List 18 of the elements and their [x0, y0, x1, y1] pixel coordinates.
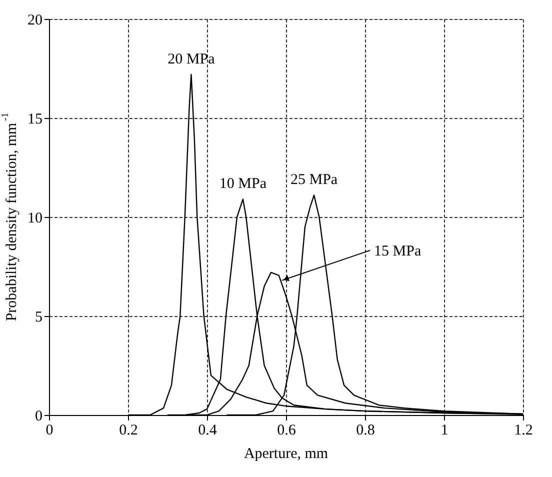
x-tick-label: 0 [46, 422, 54, 438]
y-tick-label: 0 [35, 408, 42, 424]
y-tick-label: 15 [28, 112, 42, 128]
annotation: 10 MPa [219, 176, 267, 192]
annotation: 15 MPa [374, 243, 422, 260]
annotation: 20 MPa [168, 51, 216, 68]
x-tick-label: 0.6 [277, 422, 296, 438]
y-tick-label: 20 [28, 12, 42, 28]
y-tick-label: 10 [28, 210, 42, 226]
x-axis-title: Aperture, mm [244, 446, 328, 462]
x-tick-label: 1.2 [514, 422, 533, 438]
x-tick-label: 0.2 [119, 422, 138, 438]
annotation: 25 MPa [290, 172, 338, 188]
y-tick-label: 5 [35, 310, 42, 326]
x-tick-label: 1 [440, 422, 448, 438]
x-tick-label: 0.8 [356, 422, 375, 438]
y-axis-title: Probability density function, mm-1 [0, 112, 20, 322]
x-tick-label: 0.4 [198, 422, 218, 438]
